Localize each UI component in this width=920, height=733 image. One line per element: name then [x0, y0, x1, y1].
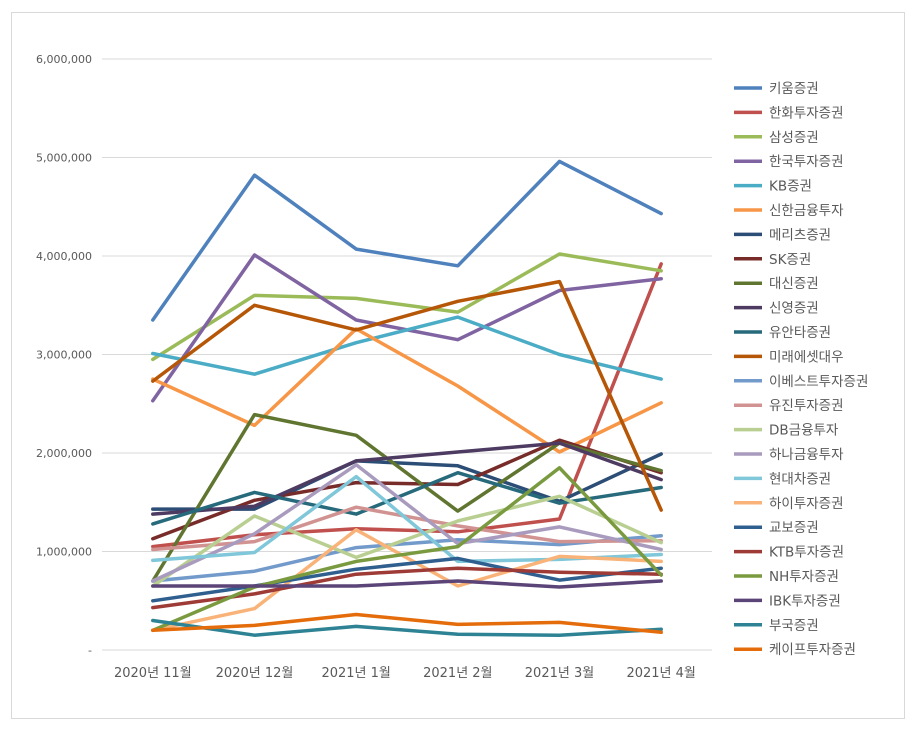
- chart-frame: - 1,000,000 2,000,000 3,000,000 4,000,000 5,0…: [11, 12, 905, 719]
- series-line: [151, 252, 663, 362]
- x-tick-label: 2020년 12월: [216, 666, 294, 681]
- legend-label: KTB투자증권: [769, 545, 844, 561]
- legend-label: 교보증권: [769, 520, 819, 536]
- y-tick-label: 1,000,000: [36, 546, 92, 559]
- x-axis-labels: 2020년 11월 2020년 12월 2021년 1월 2021년 2월 2021년 …: [114, 666, 696, 681]
- line-chart: - 1,000,000 2,000,000 3,000,000 4,000,000 5,0…: [36, 53, 868, 681]
- series-line: [151, 612, 663, 635]
- legend-label: 유진투자증권: [769, 398, 844, 414]
- legend-label: 하이투자증권: [769, 496, 844, 512]
- series-line: [151, 494, 663, 588]
- series-line: [151, 470, 663, 526]
- legend-label: SK증권: [769, 252, 811, 268]
- x-tick-label: 2021년 2월: [423, 666, 492, 681]
- y-tick-label: 3,000,000: [36, 349, 92, 362]
- legend-label: 신영증권: [769, 301, 819, 317]
- legend-label: 한국투자증권: [769, 154, 844, 170]
- legend-label: 삼성증권: [769, 130, 819, 146]
- series-line: [151, 279, 663, 512]
- series-line: [151, 579, 663, 589]
- legend-label: 이베스트투자증권: [769, 374, 868, 390]
- series-line: [151, 262, 663, 549]
- series-line: [151, 441, 663, 516]
- series-line: [151, 463, 663, 583]
- legend-label: 신한금융투자: [769, 203, 844, 219]
- legend-label: 부국증권: [769, 618, 819, 634]
- legend-label: 대신증권: [769, 276, 819, 292]
- y-tick-label: 6,000,000: [36, 53, 92, 66]
- series-line: [151, 556, 663, 603]
- legend-label: 미래에셋대우: [769, 349, 844, 365]
- legend-label: 현대차증권: [769, 471, 831, 487]
- y-axis-labels: - 1,000,000 2,000,000 3,000,000 4,000,000 5,0…: [36, 53, 92, 657]
- y-tick-label: 4,000,000: [36, 250, 92, 263]
- legend-label: DB금융투자: [769, 423, 839, 439]
- legend-label: 케이프투자증권: [769, 642, 856, 658]
- series-line: [151, 566, 663, 610]
- x-tick-label: 2021년 3월: [525, 666, 594, 681]
- series-lines: [151, 159, 663, 637]
- x-tick-label: 2021년 1월: [321, 666, 390, 681]
- y-tick-label: -: [88, 644, 92, 657]
- legend-label: IBK투자증권: [769, 593, 841, 609]
- y-tick-label: 2,000,000: [36, 447, 92, 460]
- legend-label: KB증권: [769, 179, 812, 195]
- x-tick-label: 2020년 11월: [114, 666, 192, 681]
- series-line: [151, 327, 663, 454]
- y-tick-label: 5,000,000: [36, 152, 92, 165]
- legend-label: 키움증권: [769, 81, 819, 97]
- legend-label: 하나금융투자: [769, 447, 844, 463]
- series-line: [151, 466, 663, 633]
- series-line: [151, 253, 663, 403]
- x-tick-label: 2021년 4월: [626, 666, 695, 681]
- legend-label: 메리츠증권: [769, 227, 831, 243]
- series-line: [151, 618, 663, 637]
- series-line: [151, 528, 663, 633]
- series-line: [151, 315, 663, 381]
- legend-label: NH투자증권: [769, 569, 839, 585]
- legend-label: 유안타증권: [769, 325, 831, 341]
- series-line: [151, 159, 663, 322]
- legend-label: 한화투자증권: [769, 105, 844, 121]
